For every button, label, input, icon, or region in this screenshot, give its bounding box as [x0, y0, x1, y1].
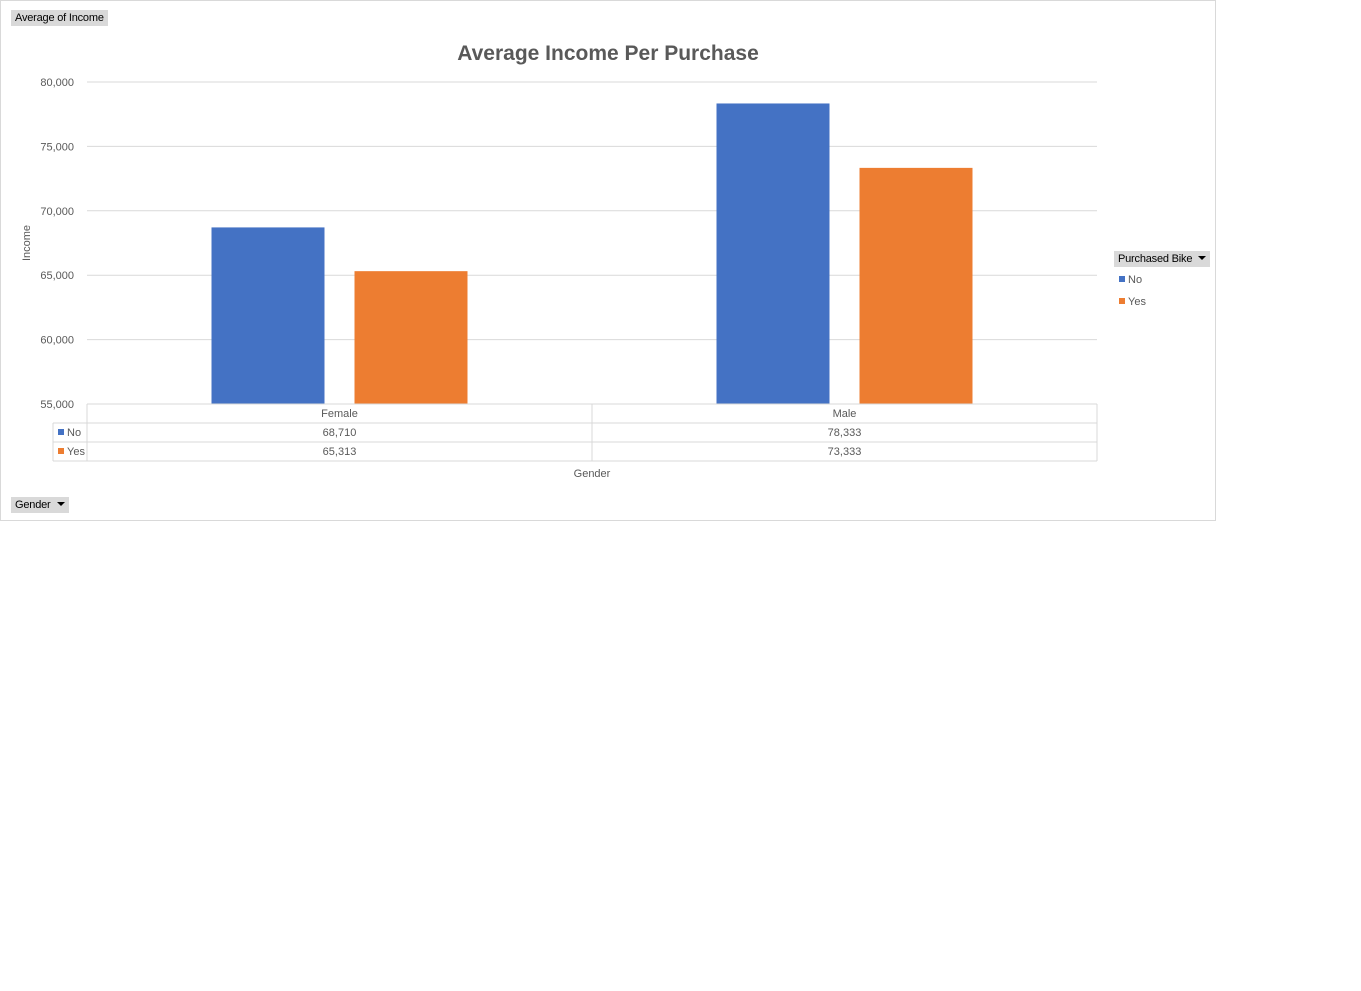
legend-label: Yes	[1128, 296, 1146, 308]
legend-field-button[interactable]: Purchased Bike	[1114, 251, 1211, 267]
chevron-down-icon	[1198, 256, 1207, 261]
bar-female-no[interactable]	[211, 227, 325, 404]
data-table: Female Male No 68,710 78,333 Yes 65,313 73,333	[52, 403, 1098, 462]
x-axis-label: Gender	[574, 468, 611, 480]
bar-male-no[interactable]	[716, 103, 830, 405]
legend-field-label: Purchased Bike	[1118, 253, 1193, 265]
legend-item-no[interactable]: No	[1119, 273, 1142, 287]
y-tick-label: 65,000	[40, 270, 74, 282]
legend-item-yes[interactable]: Yes	[1119, 295, 1146, 309]
y-tick-label: 55,000	[40, 399, 74, 411]
data-table-series-name: No	[67, 427, 81, 439]
data-table-legend-key	[58, 448, 64, 454]
y-axis-label: Income	[21, 225, 33, 261]
data-table-value: 78,333	[828, 427, 862, 439]
legend-swatch	[1119, 276, 1125, 283]
y-tick-label: 70,000	[40, 206, 74, 218]
bars	[211, 103, 973, 405]
y-tick-label: 60,000	[40, 335, 74, 347]
chevron-down-icon	[56, 502, 65, 507]
axis-field-label: Gender	[15, 499, 51, 511]
data-table-value: 73,333	[828, 446, 862, 458]
y-tick-label: 80,000	[40, 77, 74, 89]
y-axis-ticks: 55,000 60,000 65,000 70,000 75,000 80,000	[40, 77, 74, 411]
legend-label: No	[1128, 274, 1143, 286]
data-table-value: 65,313	[323, 446, 357, 458]
bar-female-yes[interactable]	[354, 271, 468, 404]
x-tick-label: Female	[321, 408, 358, 420]
chart-area[interactable]	[0, 0, 1216, 521]
data-table-value: 68,710	[323, 427, 357, 439]
data-table-legend-key	[58, 429, 64, 435]
bar-male-yes[interactable]	[859, 167, 973, 404]
chart-svg: Average Income Per Purchase Income Gende…	[21, 42, 1098, 480]
values-field-label: Average of Income	[15, 12, 104, 24]
axis-field-button[interactable]: Gender	[11, 497, 69, 513]
chart-title: Average Income Per Purchase	[457, 42, 759, 65]
data-table-series-name: Yes	[67, 446, 85, 458]
legend-swatch	[1119, 298, 1125, 305]
x-tick-label: Male	[833, 408, 857, 420]
values-field-button[interactable]: Average of Income	[11, 10, 108, 26]
y-tick-label: 75,000	[40, 141, 74, 153]
